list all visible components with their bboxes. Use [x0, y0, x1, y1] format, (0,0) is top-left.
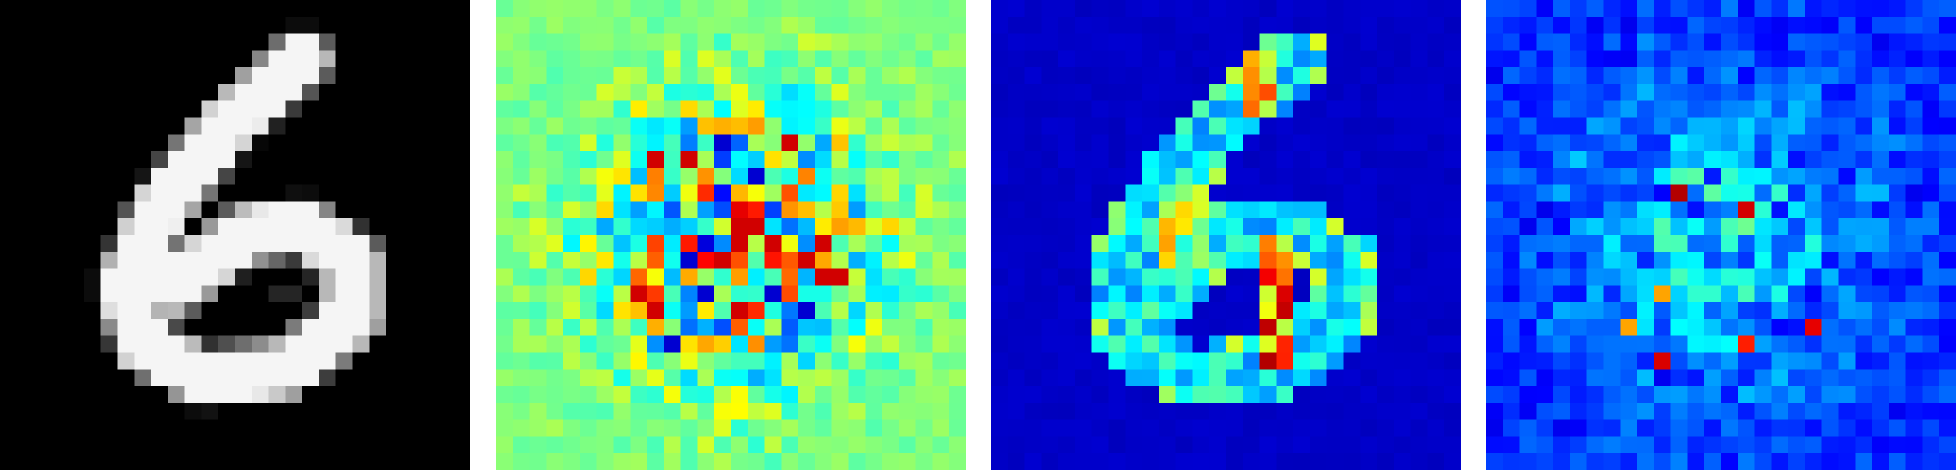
smooth-magnitude-canvas — [991, 0, 1461, 470]
signed-attribution-canvas — [496, 0, 966, 470]
input-digit-canvas — [0, 0, 470, 470]
noisy-magnitude-canvas — [1486, 0, 1956, 470]
noisy-magnitude-heatmap — [1486, 0, 1956, 470]
signed-attribution-heatmap — [496, 0, 966, 470]
smooth-magnitude-heatmap — [991, 0, 1461, 470]
input-digit-image — [0, 0, 470, 470]
